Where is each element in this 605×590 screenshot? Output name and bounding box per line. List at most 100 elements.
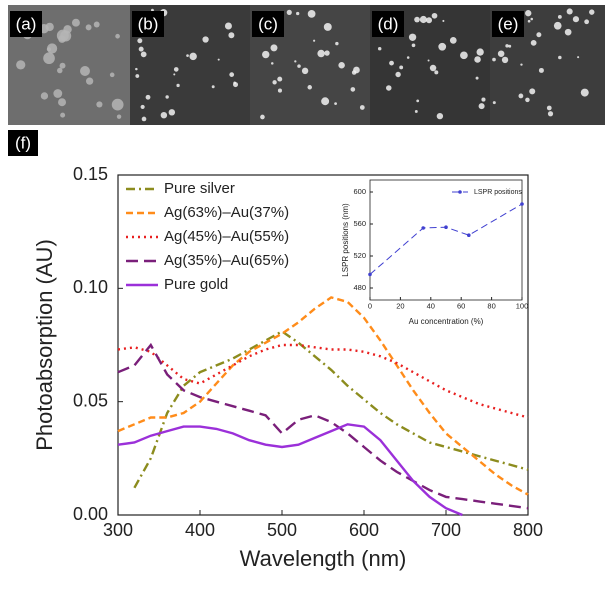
particle bbox=[406, 56, 410, 59]
particle bbox=[442, 19, 445, 22]
particle bbox=[389, 60, 394, 66]
particle bbox=[176, 83, 180, 88]
particle bbox=[530, 39, 537, 46]
particle bbox=[419, 15, 428, 24]
particle bbox=[277, 76, 283, 82]
particle bbox=[307, 85, 312, 90]
particle bbox=[438, 42, 447, 51]
panel-label: (d) bbox=[378, 14, 399, 33]
panel-label: (c) bbox=[258, 14, 278, 33]
particle bbox=[59, 62, 66, 69]
x-tick-label: 700 bbox=[431, 520, 461, 540]
particle bbox=[294, 60, 297, 63]
particle bbox=[85, 77, 94, 85]
panel-label: (e) bbox=[498, 14, 519, 33]
particle bbox=[165, 95, 169, 99]
y-axis-title: Photoabsorption (AU) bbox=[32, 239, 57, 451]
particle bbox=[321, 97, 330, 106]
particle bbox=[186, 54, 189, 57]
particle bbox=[301, 67, 309, 75]
particle bbox=[525, 10, 532, 17]
x-tick-label: 80 bbox=[487, 302, 495, 311]
particle bbox=[429, 64, 437, 72]
particle bbox=[553, 21, 562, 30]
plot-frame bbox=[369, 179, 523, 301]
plot-frame bbox=[117, 174, 529, 516]
y-tick-label: 0.05 bbox=[73, 390, 108, 410]
particle bbox=[350, 87, 356, 92]
particle bbox=[286, 9, 292, 15]
legend-label: Pure gold bbox=[164, 276, 228, 293]
particle bbox=[518, 93, 524, 99]
particle bbox=[202, 36, 209, 43]
particle bbox=[474, 56, 481, 63]
data-point bbox=[368, 272, 372, 277]
data-point bbox=[467, 233, 471, 237]
y-tick-label: 520 bbox=[353, 251, 366, 260]
particle bbox=[313, 39, 316, 42]
particle bbox=[109, 72, 115, 78]
y-tick-label: 0.15 bbox=[73, 164, 108, 184]
panel-label: (f) bbox=[15, 133, 31, 152]
legend-label: Ag(63%)–Au(37%) bbox=[164, 204, 289, 221]
particle bbox=[58, 98, 67, 107]
panel-label: (b) bbox=[138, 14, 159, 33]
particle bbox=[140, 104, 145, 109]
particle bbox=[85, 24, 92, 31]
x-tick-label: 500 bbox=[267, 520, 297, 540]
particle bbox=[323, 22, 332, 31]
particle bbox=[228, 32, 235, 39]
particle bbox=[546, 105, 552, 111]
particle bbox=[426, 17, 433, 24]
particle bbox=[416, 99, 420, 103]
particle bbox=[137, 38, 143, 44]
legend-marker bbox=[458, 190, 462, 194]
main-chart: 300 400 500 600 700 8000.000.050.100.15Wavele… bbox=[32, 164, 543, 571]
particle bbox=[260, 114, 265, 120]
particle bbox=[536, 32, 542, 38]
particle bbox=[338, 61, 345, 69]
particle bbox=[497, 50, 505, 58]
particle bbox=[324, 50, 330, 56]
x-tick-label: 40 bbox=[427, 302, 435, 311]
particle bbox=[262, 50, 270, 59]
x-tick-label: 20 bbox=[396, 302, 404, 311]
particle bbox=[577, 56, 580, 59]
particle bbox=[434, 70, 439, 75]
legend-label: Ag(45%)–Au(55%) bbox=[164, 228, 289, 245]
particle bbox=[58, 35, 66, 43]
y-tick-label: 480 bbox=[353, 283, 366, 292]
particle bbox=[572, 16, 580, 23]
particle bbox=[589, 9, 595, 15]
particle bbox=[53, 89, 63, 98]
particle bbox=[449, 37, 457, 44]
data-point bbox=[520, 202, 524, 206]
particle bbox=[271, 62, 274, 65]
particle bbox=[307, 9, 316, 18]
label-box bbox=[372, 11, 404, 37]
particle bbox=[527, 19, 531, 23]
particle bbox=[111, 98, 124, 111]
particle bbox=[80, 66, 90, 76]
particle bbox=[547, 111, 554, 117]
particle bbox=[580, 88, 589, 97]
particle bbox=[168, 109, 176, 116]
particle bbox=[141, 116, 147, 122]
particle bbox=[557, 14, 562, 19]
series-line bbox=[117, 423, 463, 517]
particle bbox=[529, 88, 536, 95]
particle bbox=[460, 51, 468, 60]
particle bbox=[135, 74, 140, 78]
particle bbox=[140, 51, 147, 58]
data-point bbox=[444, 225, 448, 229]
particle bbox=[481, 97, 486, 102]
particle bbox=[189, 52, 197, 61]
particle bbox=[277, 88, 282, 93]
particle bbox=[414, 110, 418, 113]
particle bbox=[530, 17, 534, 21]
particle bbox=[538, 67, 544, 73]
particle bbox=[564, 28, 572, 36]
particle bbox=[173, 67, 179, 72]
y-tick-label: 560 bbox=[353, 219, 366, 228]
